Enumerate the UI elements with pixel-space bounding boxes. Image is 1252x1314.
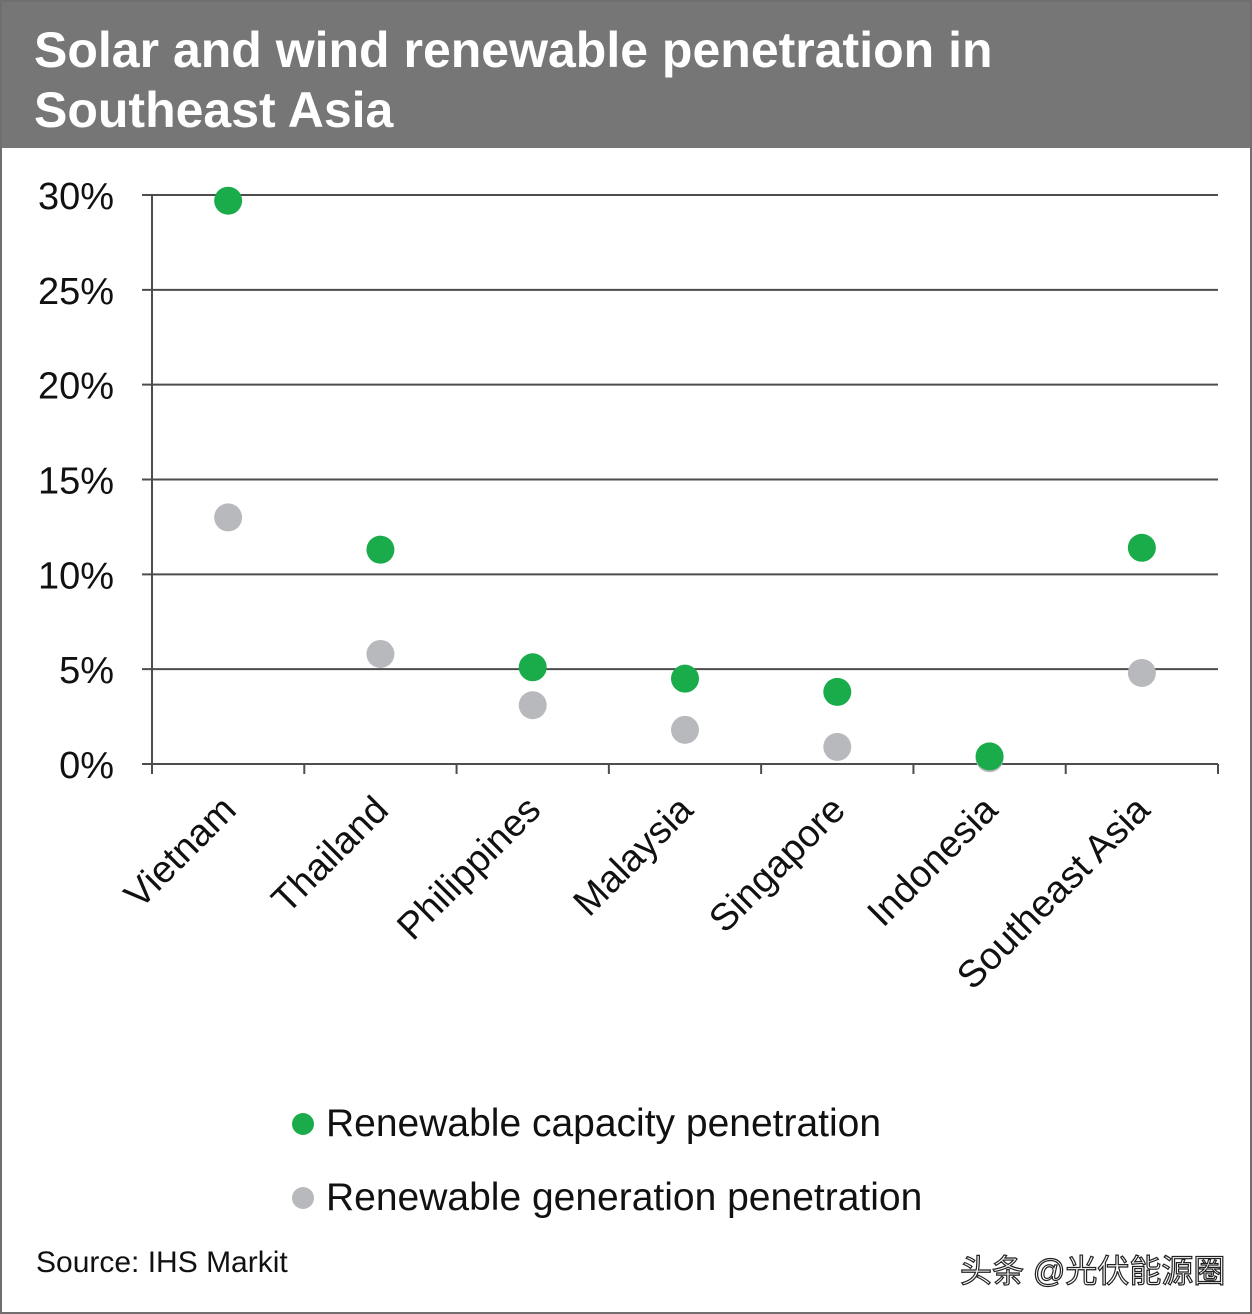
legend-label-capacity: Renewable capacity penetration bbox=[326, 1102, 882, 1145]
gridlines bbox=[142, 194, 1218, 765]
capacity-marker-icon bbox=[292, 1113, 314, 1135]
generation-point bbox=[671, 715, 699, 744]
chart-title-line-2: Southeast Asia bbox=[34, 82, 394, 138]
generation-point bbox=[366, 639, 395, 668]
x-tick-label: Singapore bbox=[701, 789, 853, 941]
y-tick-label: 10% bbox=[38, 555, 114, 597]
data-points bbox=[214, 186, 1156, 773]
capacity-point bbox=[823, 677, 852, 706]
generation-point bbox=[1127, 658, 1156, 687]
y-tick-label: 0% bbox=[59, 745, 114, 787]
x-tick-label: Thailand bbox=[264, 789, 397, 922]
source-note: Source: IHS Markit bbox=[36, 1246, 288, 1279]
legend-item-capacity: Renewable capacity penetration bbox=[292, 1102, 881, 1146]
capacity-point bbox=[214, 186, 243, 215]
y-tick-label: 30% bbox=[38, 176, 114, 218]
x-tick-label: Vietnam bbox=[117, 789, 245, 917]
legend-item-generation: Renewable generation penetration bbox=[292, 1176, 922, 1220]
capacity-point bbox=[975, 742, 1004, 771]
chart-title-line-1: Solar and wind renewable penetration in bbox=[34, 22, 993, 78]
y-tick-label: 25% bbox=[38, 271, 114, 313]
legend-label-generation: Renewable generation penetration bbox=[326, 1176, 923, 1219]
chart-title: Solar and wind renewable penetration in … bbox=[34, 20, 1214, 140]
capacity-point bbox=[1127, 533, 1156, 562]
axes bbox=[151, 195, 1219, 774]
x-tick-label: Indonesia bbox=[860, 788, 1007, 935]
capacity-point bbox=[518, 653, 547, 682]
capacity-point bbox=[671, 664, 699, 693]
generation-point bbox=[518, 691, 547, 720]
y-tick-label: 15% bbox=[38, 461, 114, 503]
generation-marker-icon bbox=[292, 1187, 314, 1209]
watermark: 头条 @光伏能源圈 bbox=[959, 1252, 1226, 1289]
title-bar: Solar and wind renewable penetration in … bbox=[2, 2, 1250, 148]
x-tick-label: Malaysia bbox=[566, 788, 702, 924]
y-tick-label: 5% bbox=[59, 650, 114, 692]
x-tick-label: Philippines bbox=[389, 789, 549, 949]
y-tick-label: 20% bbox=[38, 366, 114, 408]
y-tick-labels: 0% 5% 10% 15% 20% 25% 30% bbox=[38, 176, 114, 787]
capacity-point bbox=[366, 535, 395, 564]
generation-point bbox=[823, 732, 852, 761]
scatter-chart: 0% 5% 10% 15% 20% 25% 30% Vietnam ThailandPhili… bbox=[38, 176, 1219, 998]
generation-point bbox=[214, 503, 243, 532]
